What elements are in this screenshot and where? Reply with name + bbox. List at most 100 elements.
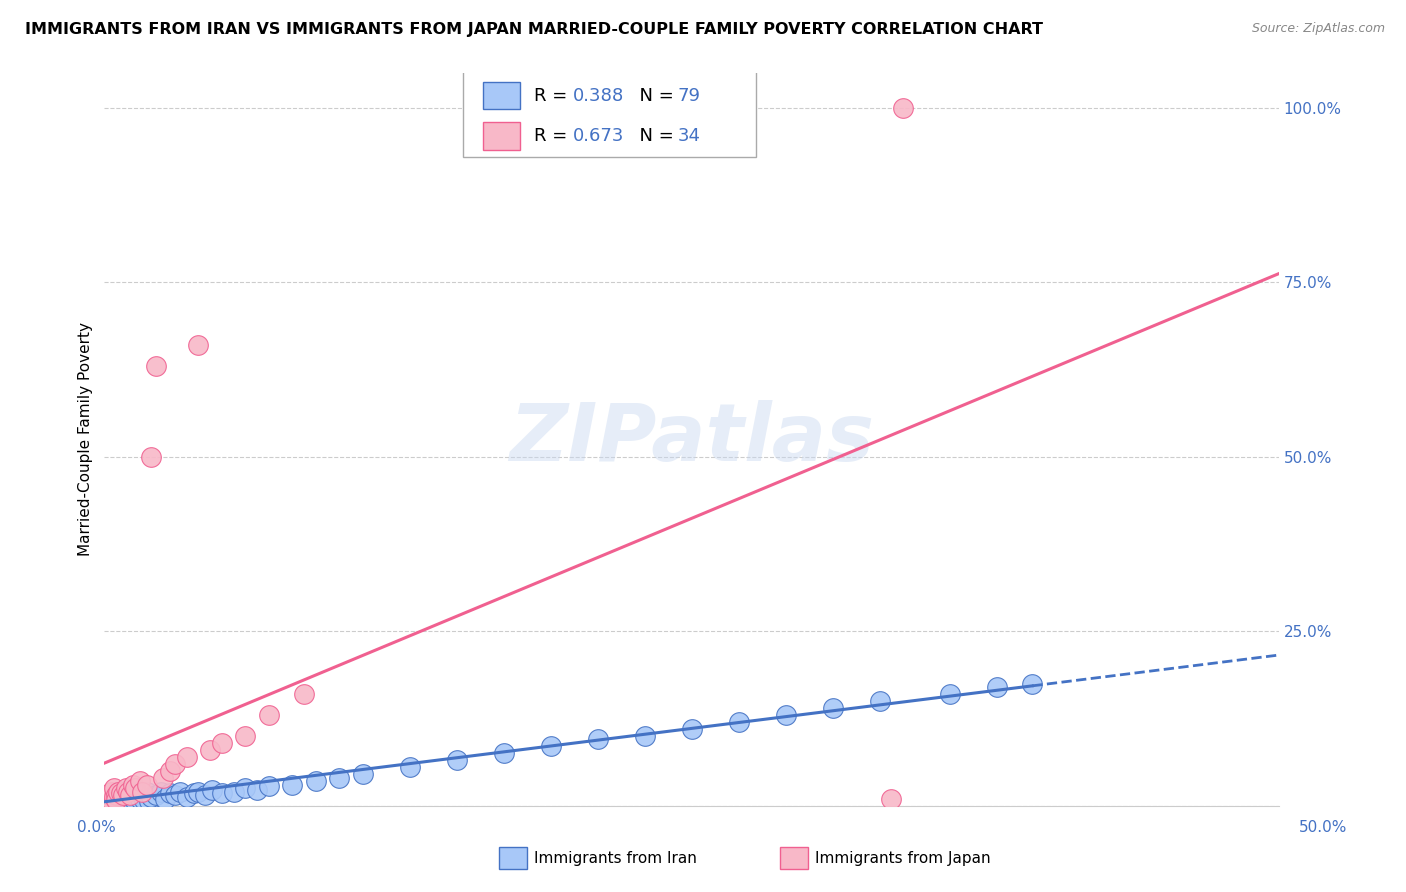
Point	[121, 778, 143, 792]
Point	[121, 790, 143, 805]
Point	[446, 753, 468, 767]
Point	[105, 796, 128, 810]
Point	[110, 788, 132, 802]
Point	[194, 788, 217, 802]
Point	[110, 793, 132, 807]
Text: Immigrants from Japan: Immigrants from Japan	[815, 851, 991, 865]
Point	[98, 796, 121, 810]
Point	[986, 680, 1008, 694]
Point	[107, 785, 129, 799]
Point	[96, 793, 118, 807]
Point	[727, 714, 749, 729]
Point	[105, 793, 128, 807]
Point	[869, 694, 891, 708]
Point	[880, 791, 903, 805]
Point	[135, 778, 157, 792]
Point	[98, 788, 121, 802]
Point	[169, 785, 191, 799]
Point	[233, 781, 256, 796]
Point	[305, 774, 328, 789]
Point	[120, 793, 142, 807]
Point	[112, 788, 135, 802]
Point	[98, 797, 121, 811]
Point	[281, 778, 304, 792]
Point	[107, 790, 129, 805]
Point	[100, 793, 122, 807]
Point	[103, 795, 125, 809]
Point	[100, 785, 122, 799]
Point	[96, 797, 118, 812]
FancyBboxPatch shape	[482, 122, 520, 150]
Text: R =: R =	[534, 87, 574, 104]
Point	[292, 687, 315, 701]
Point	[96, 795, 118, 809]
Point	[145, 788, 167, 802]
Point	[105, 786, 128, 800]
Point	[775, 707, 797, 722]
Point	[159, 786, 181, 800]
Point	[105, 791, 128, 805]
Point	[98, 791, 121, 805]
Point	[134, 793, 156, 807]
Point	[112, 786, 135, 800]
Point	[110, 786, 132, 800]
Point	[352, 767, 374, 781]
Point	[176, 749, 198, 764]
Point	[105, 788, 128, 802]
Point	[187, 785, 209, 799]
Y-axis label: Married-Couple Family Poverty: Married-Couple Family Poverty	[79, 322, 93, 557]
Text: R =: R =	[534, 127, 574, 145]
Point	[100, 794, 122, 808]
FancyBboxPatch shape	[463, 70, 756, 157]
Point	[211, 786, 233, 800]
Point	[176, 790, 198, 805]
Text: 50.0%: 50.0%	[1299, 821, 1347, 835]
Point	[107, 794, 129, 808]
Point	[114, 795, 136, 809]
Point	[155, 791, 177, 805]
Point	[211, 736, 233, 750]
FancyBboxPatch shape	[482, 82, 520, 110]
Point	[145, 359, 167, 373]
Point	[112, 794, 135, 808]
Point	[128, 791, 150, 805]
Text: N =: N =	[628, 87, 679, 104]
Point	[821, 701, 844, 715]
Text: 0.388: 0.388	[574, 87, 624, 104]
Point	[187, 338, 209, 352]
Point	[586, 732, 609, 747]
Point	[152, 771, 174, 785]
Point	[891, 101, 914, 115]
Point	[135, 785, 157, 799]
Point	[246, 783, 269, 797]
Point	[1021, 676, 1043, 690]
Point	[100, 793, 122, 807]
Point	[128, 774, 150, 789]
Point	[98, 791, 121, 805]
Point	[107, 790, 129, 805]
Point	[105, 791, 128, 805]
Text: Source: ZipAtlas.com: Source: ZipAtlas.com	[1251, 22, 1385, 36]
Point	[117, 783, 139, 797]
Point	[103, 793, 125, 807]
Point	[138, 794, 160, 808]
Point	[114, 788, 136, 802]
Text: 79: 79	[678, 87, 700, 104]
Point	[110, 789, 132, 803]
Point	[131, 786, 153, 800]
Point	[183, 786, 205, 800]
Point	[163, 788, 186, 802]
Text: 0.673: 0.673	[574, 127, 624, 145]
Text: IMMIGRANTS FROM IRAN VS IMMIGRANTS FROM JAPAN MARRIED-COUPLE FAMILY POVERTY CORR: IMMIGRANTS FROM IRAN VS IMMIGRANTS FROM …	[25, 22, 1043, 37]
Point	[398, 760, 420, 774]
Point	[117, 785, 139, 799]
Point	[233, 729, 256, 743]
Point	[540, 739, 562, 754]
Point	[127, 788, 149, 802]
Point	[103, 792, 125, 806]
Point	[159, 764, 181, 778]
Point	[103, 790, 125, 805]
Point	[492, 747, 515, 761]
Point	[114, 781, 136, 796]
Point	[103, 788, 125, 802]
